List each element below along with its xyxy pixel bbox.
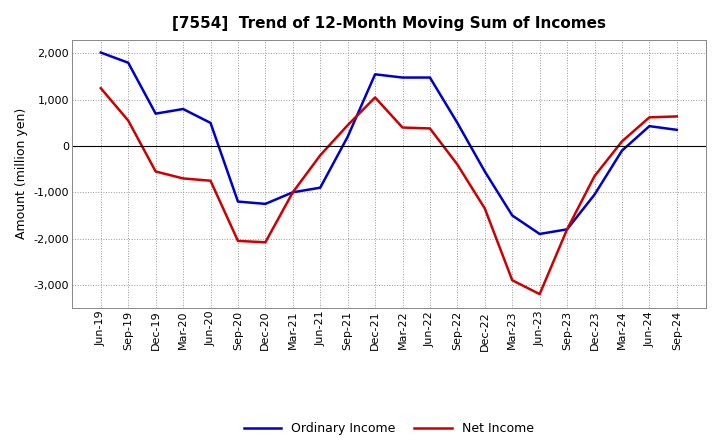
Ordinary Income — [151, 111, 160, 116]
Net Income — [453, 162, 462, 167]
Ordinary Income — [618, 148, 626, 153]
Ordinary Income — [672, 127, 681, 132]
Ordinary Income — [206, 120, 215, 125]
Ordinary Income — [563, 227, 572, 232]
Net Income — [590, 173, 599, 179]
Net Income — [563, 227, 572, 232]
Ordinary Income — [289, 190, 297, 195]
Ordinary Income — [508, 213, 516, 218]
Line: Net Income: Net Income — [101, 88, 677, 294]
Ordinary Income — [179, 106, 187, 112]
Net Income — [536, 291, 544, 297]
Net Income — [398, 125, 407, 130]
Ordinary Income — [233, 199, 242, 204]
Net Income — [426, 126, 434, 131]
Net Income — [96, 85, 105, 91]
Ordinary Income — [645, 124, 654, 129]
Ordinary Income — [536, 231, 544, 237]
Ordinary Income — [426, 75, 434, 80]
Ordinary Income — [316, 185, 325, 191]
Net Income — [206, 178, 215, 183]
Y-axis label: Amount (million yen): Amount (million yen) — [15, 108, 28, 239]
Ordinary Income — [343, 134, 352, 139]
Net Income — [480, 206, 489, 211]
Ordinary Income — [590, 192, 599, 197]
Net Income — [233, 238, 242, 244]
Line: Ordinary Income: Ordinary Income — [101, 52, 677, 234]
Ordinary Income — [261, 201, 270, 206]
Net Income — [261, 240, 270, 245]
Net Income — [508, 278, 516, 283]
Ordinary Income — [453, 120, 462, 125]
Legend: Ordinary Income, Net Income: Ordinary Income, Net Income — [238, 416, 540, 440]
Net Income — [371, 95, 379, 100]
Net Income — [618, 139, 626, 144]
Net Income — [343, 123, 352, 128]
Net Income — [151, 169, 160, 174]
Net Income — [672, 114, 681, 119]
Ordinary Income — [124, 60, 132, 66]
Ordinary Income — [480, 169, 489, 174]
Title: [7554]  Trend of 12-Month Moving Sum of Incomes: [7554] Trend of 12-Month Moving Sum of I… — [172, 16, 606, 32]
Ordinary Income — [96, 50, 105, 55]
Net Income — [645, 115, 654, 120]
Net Income — [124, 118, 132, 123]
Ordinary Income — [371, 72, 379, 77]
Ordinary Income — [398, 75, 407, 80]
Net Income — [289, 190, 297, 195]
Net Income — [316, 153, 325, 158]
Net Income — [179, 176, 187, 181]
